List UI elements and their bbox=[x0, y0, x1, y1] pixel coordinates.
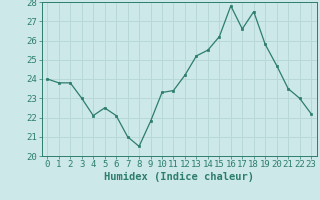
X-axis label: Humidex (Indice chaleur): Humidex (Indice chaleur) bbox=[104, 172, 254, 182]
